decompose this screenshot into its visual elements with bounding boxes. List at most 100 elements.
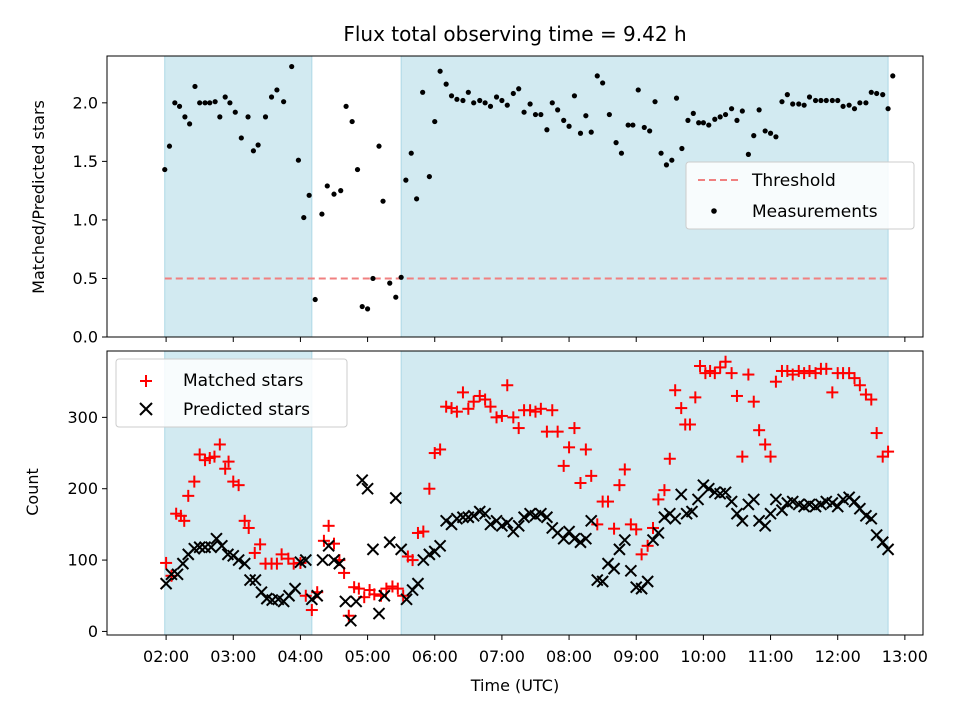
- predicted-star-point: [579, 532, 593, 545]
- matched-star-point: [725, 367, 738, 380]
- matched-star-point: [870, 427, 883, 440]
- matched-star-point: [630, 523, 643, 536]
- measurement-point: [647, 128, 653, 134]
- matched-star-point: [456, 386, 469, 399]
- predicted-star-point: [730, 507, 744, 520]
- matched-star-point: [663, 452, 676, 465]
- predicted-star-point: [775, 503, 789, 517]
- matched-star-point: [242, 521, 255, 534]
- predicted-star-point: [831, 500, 844, 513]
- measurement-point: [635, 87, 641, 93]
- predicted-star-point: [574, 536, 587, 549]
- count-x-tick-label: 08:00: [546, 647, 592, 666]
- ratio-y-tick-label: 1.5: [73, 152, 98, 171]
- measurement-point: [532, 111, 539, 118]
- measurement-point: [212, 99, 218, 105]
- matched-star-point: [658, 484, 671, 497]
- measurement-point: [222, 94, 228, 100]
- matched-star-point: [540, 425, 553, 438]
- measurement-point: [403, 177, 409, 183]
- matched-star-point: [305, 604, 318, 617]
- matched-star-point: [618, 463, 631, 476]
- predicted-star-point: [361, 482, 374, 495]
- measurement-point: [544, 127, 550, 133]
- predicted-star-point: [243, 573, 257, 587]
- ratio-y-tick-label: 0.5: [73, 269, 98, 288]
- chart-title: Flux total observing time = 9.42 h: [343, 22, 686, 46]
- matched-star-point: [602, 495, 615, 508]
- measurement-point: [354, 166, 361, 173]
- count-y-tick-label: 0: [88, 622, 98, 641]
- measurement-point: [669, 157, 675, 163]
- predicted-star-point: [596, 575, 609, 588]
- count-x-tick-label: 06:00: [412, 647, 458, 666]
- measurement-point: [301, 214, 307, 221]
- predicted-star-point: [344, 614, 357, 627]
- predicted-star-point: [881, 543, 895, 556]
- matched-star-point: [683, 418, 696, 431]
- measurement-point: [262, 114, 269, 120]
- measurement-point: [420, 89, 426, 95]
- measurement-point: [594, 73, 600, 79]
- measurement-point: [274, 87, 280, 93]
- matched-star-point: [742, 368, 755, 381]
- predicted-star-point: [299, 553, 313, 567]
- predicted-star-point: [349, 595, 363, 608]
- predicted-star-point: [685, 505, 699, 518]
- measurement-point: [202, 100, 208, 106]
- predicted-star-point: [568, 532, 581, 545]
- matched-star-point: [764, 450, 777, 463]
- matched-star-point: [254, 538, 267, 551]
- predicted-star-point: [562, 525, 576, 538]
- predicted-star-point: [456, 511, 470, 524]
- measurement-point: [471, 100, 477, 106]
- count-axes-frame: [106, 350, 924, 636]
- measurement-point: [796, 101, 802, 107]
- measurements-legend-swatch: [711, 208, 717, 214]
- measurement-point: [376, 143, 382, 149]
- measurement-point: [706, 122, 712, 128]
- matched-star-point: [574, 477, 587, 490]
- measurement-point: [679, 145, 685, 152]
- predicted-star-point: [249, 573, 262, 587]
- ratio-shaded-band: [164, 55, 313, 338]
- matched-star-point: [479, 393, 492, 406]
- predicted-star-point: [501, 516, 514, 530]
- measurement-point: [187, 121, 193, 127]
- matched-star-point: [232, 479, 245, 492]
- measurement-point: [863, 100, 869, 106]
- predicted-star-point: [719, 486, 732, 499]
- measurement-point: [398, 274, 404, 280]
- matched-star-point: [386, 580, 399, 593]
- measurement-point: [454, 96, 460, 102]
- ratio-axes-frame: [106, 55, 924, 338]
- matched-star-point: [434, 443, 447, 456]
- predicted-star-point: [540, 511, 554, 524]
- matched-star-point: [490, 411, 503, 424]
- matched-star-point: [608, 522, 621, 535]
- measurement-point: [663, 162, 670, 168]
- matched-star-point: [708, 367, 721, 380]
- measurement-point: [197, 100, 203, 106]
- measurement-point: [690, 110, 696, 116]
- predicted-star-point: [848, 495, 861, 508]
- predicted-star-point: [356, 473, 369, 487]
- measurement-point: [255, 142, 261, 148]
- measurement-point: [751, 133, 757, 139]
- measurement-point: [818, 97, 824, 104]
- count-y-tick-label: 200: [67, 479, 98, 498]
- predicted-legend-swatch: [139, 402, 153, 416]
- count-y-axis-label: Count: [23, 468, 42, 516]
- measurement-point: [734, 117, 740, 123]
- predicted-star-point: [433, 539, 447, 553]
- measurement-point: [846, 102, 852, 108]
- matched-star-point: [406, 554, 419, 567]
- predicted-star-point: [702, 482, 715, 495]
- measurement-point: [613, 140, 619, 146]
- measurement-point: [658, 150, 664, 156]
- predicted-star-point: [288, 582, 302, 595]
- predicted-star-point: [641, 575, 654, 588]
- predicted-star-point: [327, 553, 341, 567]
- predicted-star-point: [210, 532, 223, 545]
- count-x-tick-label: 02:00: [143, 647, 189, 666]
